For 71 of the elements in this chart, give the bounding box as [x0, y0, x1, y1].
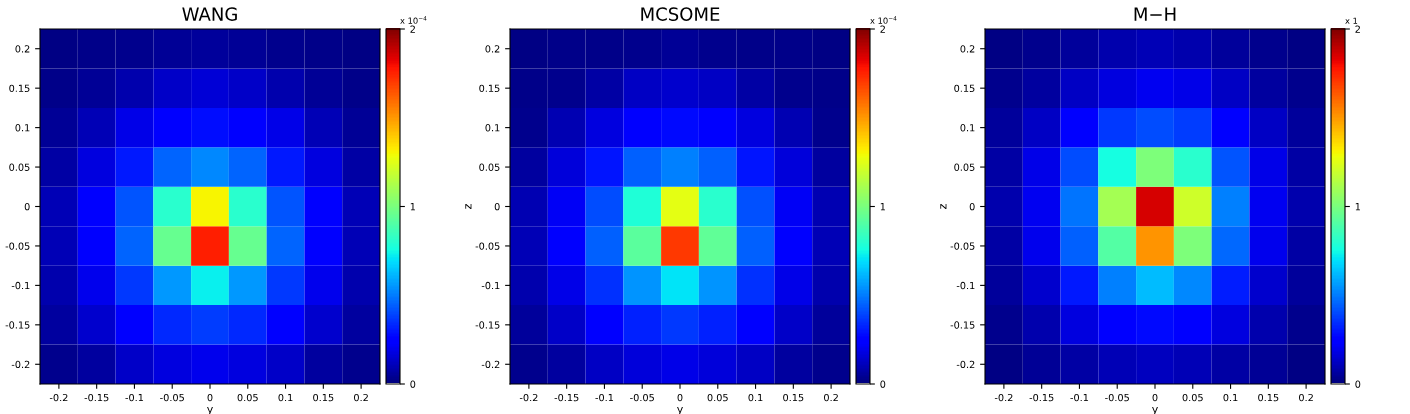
y-tick-label: 0.1 — [15, 124, 30, 132]
x-tick-label: 0.05 — [707, 393, 728, 402]
y-tick-label: -0.15 — [475, 321, 500, 329]
y-tick-label: -0.05 — [5, 242, 30, 250]
y-tick-label: 0 — [494, 202, 500, 211]
chart-title: M−H — [1134, 7, 1176, 21]
x-tick-label: 0.05 — [1182, 393, 1203, 402]
y-tick-label: 0.15 — [9, 84, 30, 92]
y-tick-label: -0.15 — [5, 321, 30, 329]
x-tick-label: -0.2 — [994, 393, 1013, 402]
y-tick-label: -0.2 — [956, 360, 975, 369]
x-tick-label: 0.15 — [313, 393, 334, 402]
y-tick-label: 0.1 — [485, 124, 500, 132]
color-bar-label: 2 — [880, 25, 885, 33]
chart-title: WANG — [182, 7, 237, 21]
x-tick-label: -0.05 — [160, 393, 184, 402]
y-tick-label: 0.2 — [15, 45, 30, 53]
x-tick-label: -0.15 — [554, 393, 579, 402]
y-tick-label: 0 — [969, 202, 975, 211]
x-tick-label: 0.2 — [824, 393, 838, 402]
text: x 1 — [1345, 17, 1358, 24]
color-bar-label: 1 — [880, 203, 886, 211]
y-tick-label: -0.05 — [950, 242, 975, 250]
x-tick-label: 0.1 — [1223, 393, 1238, 402]
color-bar-label: 2 — [1355, 25, 1360, 33]
y-tick-label: -0.05 — [475, 242, 500, 250]
y-tick-label: 0.05 — [479, 163, 500, 171]
y-axis-title: z — [465, 204, 472, 209]
y-tick-label: 0.05 — [954, 163, 975, 171]
x-tick-label: -0.2 — [519, 393, 538, 402]
chart-title: MCSOME — [641, 7, 720, 21]
color-bar-label: 0 — [410, 380, 416, 388]
x-tick-label: -0.1 — [1070, 393, 1089, 402]
y-tick-label: -0.1 — [481, 281, 500, 290]
y-tick-label: 0 — [24, 202, 30, 211]
x-tick-label: 0.1 — [748, 393, 763, 402]
x-tick-label: 0.05 — [237, 393, 258, 402]
text: x 10$^{−4}$ — [400, 16, 427, 24]
text: x 10$^{−4}$ — [870, 16, 897, 24]
x-tick-label: -0.15 — [84, 393, 109, 402]
y-tick-label: 0.2 — [960, 45, 975, 53]
color-bar-label: 2 — [410, 25, 415, 33]
color-bar-label: 1 — [410, 203, 416, 211]
y-tick-label: -0.1 — [11, 281, 30, 290]
x-tick-label: 0 — [677, 393, 683, 402]
y-tick-label: 0.15 — [954, 84, 975, 92]
x-tick-label: 0 — [207, 393, 213, 402]
x-tick-label: 0.2 — [354, 393, 368, 402]
y-tick-label: 0.1 — [960, 124, 975, 132]
y-axis-title: z — [940, 204, 947, 209]
x-tick-label: 0.15 — [1258, 393, 1279, 402]
x-tick-label: -0.1 — [595, 393, 614, 402]
x-tick-label: -0.05 — [1105, 393, 1129, 402]
x-tick-label: 0 — [1152, 393, 1158, 402]
x-tick-label: -0.2 — [49, 393, 68, 402]
y-tick-label: 0.15 — [479, 84, 500, 92]
y-tick-label: -0.2 — [11, 360, 30, 369]
y-tick-label: 0.05 — [9, 163, 30, 171]
y-tick-label: -0.15 — [950, 321, 975, 329]
y-tick-label: -0.2 — [481, 360, 500, 369]
y-tick-label: -0.1 — [956, 281, 975, 290]
x-tick-label: 0.1 — [278, 393, 293, 402]
x-tick-label: 0.2 — [1299, 393, 1313, 402]
color-bar-label: 0 — [880, 380, 886, 388]
x-tick-label: -0.05 — [630, 393, 654, 402]
color-bar-label: 1 — [1355, 203, 1361, 211]
x-tick-label: -0.1 — [125, 393, 144, 402]
x-tick-label: -0.15 — [1029, 393, 1054, 402]
color-bar-label: 0 — [1355, 380, 1361, 388]
x-tick-label: 0.15 — [783, 393, 804, 402]
y-tick-label: 0.2 — [485, 45, 500, 53]
